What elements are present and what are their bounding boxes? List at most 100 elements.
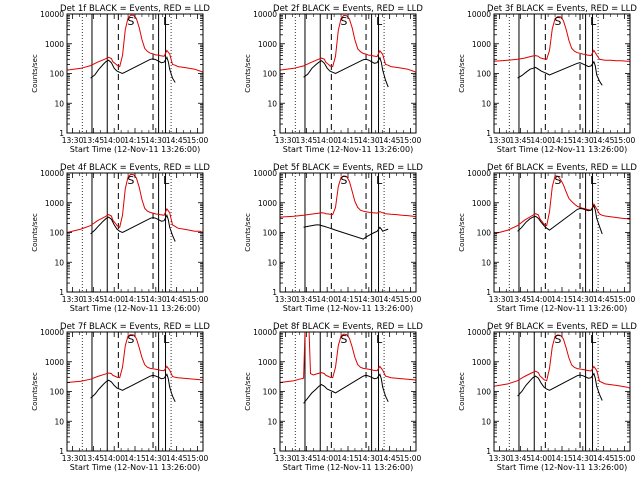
x-tick-label: 14:00 — [530, 136, 552, 145]
x-tick-label: 14:45 — [593, 136, 615, 145]
x-tick-label: 13:30 — [489, 136, 511, 145]
y-tick-label: 1 — [272, 447, 277, 456]
x-tick-label: 14:15 — [337, 454, 359, 463]
lld-series-line — [280, 332, 416, 383]
x-tick-label: 14:45 — [166, 454, 188, 463]
y-tick-label: 1 — [486, 129, 491, 138]
panel-title: Det 3f BLACK = Events, RED = LLD — [487, 4, 637, 14]
y-tick-label: 1 — [486, 288, 491, 297]
y-tick-label: 1 — [59, 288, 64, 297]
events-series-line — [90, 213, 176, 242]
x-tick-label: 13:45 — [510, 136, 532, 145]
y-tick-label: 1000 — [258, 199, 277, 208]
marker-letter-l: L — [590, 174, 597, 187]
y-tick-label: 1000 — [45, 358, 64, 367]
panel-title: Det 9f BLACK = Events, RED = LLD — [487, 322, 637, 332]
x-tick-label: 13:30 — [62, 136, 84, 145]
y-tick-label: 10000 — [40, 169, 64, 178]
x-tick-label: 15:00 — [187, 295, 209, 304]
x-tick-label: 14:00 — [103, 454, 125, 463]
y-tick-label: 100 — [263, 388, 278, 397]
y-tick-label: 10 — [481, 417, 491, 426]
panel-title: Det 1f BLACK = Events, RED = LLD — [60, 4, 210, 14]
x-tick-label: 14:45 — [379, 295, 401, 304]
x-tick-label: 15:00 — [614, 454, 636, 463]
x-tick-label: 14:45 — [166, 136, 188, 145]
y-tick-label: 10000 — [467, 328, 491, 337]
lld-series-line — [280, 175, 416, 218]
marker-letter-s: S — [127, 15, 134, 28]
marker-letter-s: S — [127, 174, 134, 187]
x-tick-label: 14:15 — [551, 454, 573, 463]
x-tick-label: 14:45 — [593, 454, 615, 463]
x-tick-label: 14:00 — [530, 454, 552, 463]
marker-letter-l: L — [590, 333, 597, 346]
y-tick-label: 1 — [272, 288, 277, 297]
plot-area — [67, 14, 203, 133]
y-tick-label: 100 — [263, 70, 278, 79]
x-tick-label: 13:30 — [275, 454, 297, 463]
x-tick-label: 14:30 — [145, 136, 167, 145]
x-tick-label: 14:00 — [316, 295, 338, 304]
marker-letter-l: L — [376, 333, 383, 346]
x-tick-label: 15:00 — [614, 136, 636, 145]
x-axis-label: Start Time (12-Nov-11 13:26:00) — [70, 463, 200, 472]
y-axis-label: Counts/sec — [458, 54, 466, 93]
events-series-line — [517, 60, 603, 86]
x-tick-label: 15:00 — [400, 454, 422, 463]
y-tick-label: 10 — [267, 258, 277, 267]
y-tick-label: 10000 — [253, 328, 277, 337]
y-tick-label: 10000 — [40, 328, 64, 337]
x-tick-label: 14:30 — [358, 136, 380, 145]
y-tick-label: 1 — [59, 447, 64, 456]
y-tick-label: 10 — [481, 99, 491, 108]
y-tick-label: 1000 — [258, 40, 277, 49]
events-series-line — [517, 204, 603, 235]
x-tick-label: 13:30 — [275, 295, 297, 304]
x-tick-label: 14:15 — [124, 136, 146, 145]
x-tick-label: 14:45 — [593, 295, 615, 304]
events-series-line — [517, 372, 603, 401]
y-tick-label: 10000 — [40, 10, 64, 19]
y-axis-label: Counts/sec — [244, 213, 252, 252]
x-tick-label: 14:15 — [124, 454, 146, 463]
y-tick-label: 1000 — [472, 358, 491, 367]
y-tick-label: 1000 — [472, 40, 491, 49]
y-tick-label: 10 — [54, 99, 64, 108]
marker-letter-s: S — [340, 15, 347, 28]
marker-letter-l: L — [163, 15, 170, 28]
y-tick-label: 10000 — [467, 169, 491, 178]
y-tick-label: 10 — [267, 99, 277, 108]
x-tick-label: 14:30 — [358, 295, 380, 304]
events-series-line — [303, 224, 389, 240]
x-tick-label: 13:45 — [296, 454, 318, 463]
plot-area — [494, 14, 630, 133]
y-tick-label: 1 — [272, 129, 277, 138]
y-tick-label: 10000 — [467, 10, 491, 19]
events-series-line — [90, 373, 176, 403]
plot-area — [67, 173, 203, 292]
x-tick-label: 13:30 — [489, 295, 511, 304]
marker-letter-l: L — [163, 333, 170, 346]
x-tick-label: 13:30 — [62, 295, 84, 304]
x-tick-label: 15:00 — [614, 295, 636, 304]
x-tick-label: 14:00 — [316, 136, 338, 145]
lld-series-line — [494, 175, 630, 235]
panel-title: Det 4f BLACK = Events, RED = LLD — [60, 163, 210, 173]
y-tick-label: 10000 — [253, 10, 277, 19]
x-tick-label: 13:30 — [62, 454, 84, 463]
y-axis-label: Counts/sec — [31, 54, 39, 93]
y-tick-label: 100 — [50, 229, 65, 238]
x-tick-label: 15:00 — [187, 136, 209, 145]
plot-area — [494, 173, 630, 292]
y-tick-label: 100 — [263, 229, 278, 238]
y-tick-label: 100 — [477, 388, 492, 397]
x-axis-label: Start Time (12-Nov-11 13:26:00) — [283, 463, 413, 472]
